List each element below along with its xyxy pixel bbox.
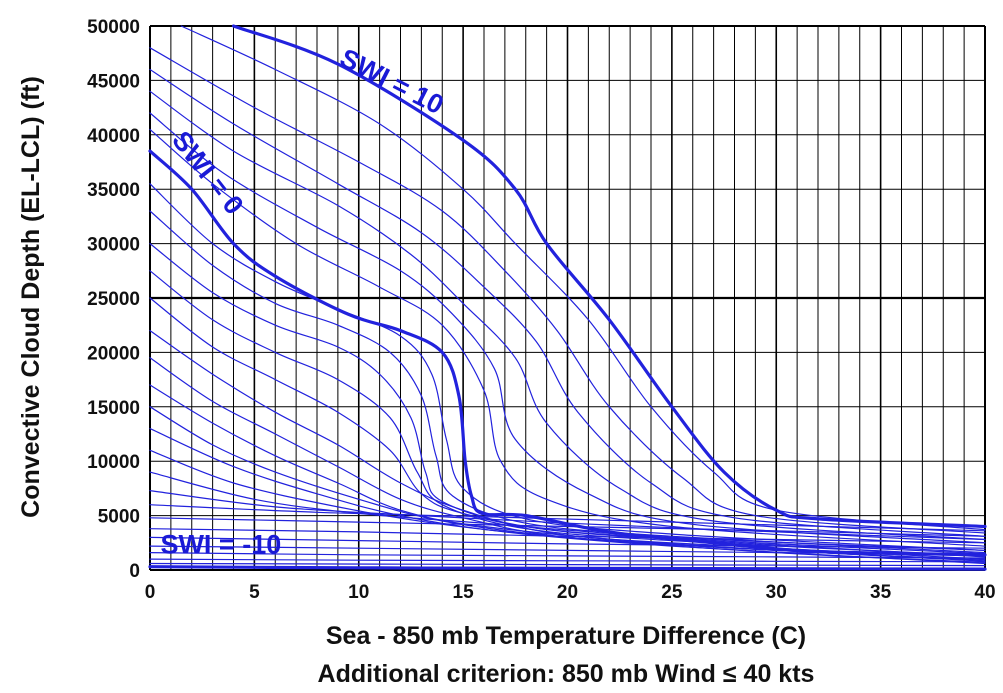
series-line: [149, 552, 986, 559]
series-line: [149, 47, 986, 534]
series-line: [149, 270, 986, 557]
y-axis-title: Convective Cloud Depth (EL-LCL) (ft): [17, 76, 45, 518]
x-tick-label: 40: [974, 582, 995, 603]
series-line: [149, 545, 986, 555]
series-line: [149, 449, 986, 561]
tick-labels: 0 5 10 15 20 25 30 35 40 0 5000 10000 15000 20000 2500…: [87, 17, 995, 603]
y-tick-label: 50000: [87, 17, 140, 38]
y-tick-label: 15000: [87, 398, 140, 419]
series-line: [149, 536, 986, 549]
series-line: [180, 25, 986, 531]
series-line: [149, 68, 986, 537]
y-tick-label: 20000: [87, 343, 140, 364]
x-tick-label: 0: [145, 582, 156, 603]
series-line: [149, 210, 986, 554]
series-line-bold: [231, 24, 987, 529]
grid: [149, 25, 986, 571]
series-line-bold: [148, 565, 987, 571]
series-line: [149, 517, 986, 537]
series-line: [149, 490, 986, 541]
y-tick-label: 40000: [87, 126, 140, 147]
x-tick-label: 5: [249, 582, 260, 603]
chart-subtitle: Additional criterion: 850 mb Wind ≤ 40 k…: [318, 660, 815, 688]
y-tick-label: 0: [129, 561, 140, 582]
series-line: [149, 90, 986, 541]
x-tick-label: 25: [661, 582, 683, 603]
x-tick-label: 35: [870, 582, 892, 603]
y-tick-label: 5000: [98, 507, 140, 528]
series-line: [149, 504, 986, 532]
y-tick-label: 10000: [87, 452, 140, 473]
swi-annotation: SWI = -10: [160, 530, 281, 560]
series-line: [149, 297, 986, 558]
series-line: [149, 528, 986, 544]
series-line: [149, 112, 986, 544]
series-line: [149, 183, 986, 551]
series-layer: [148, 24, 987, 571]
x-tick-label: 15: [453, 582, 475, 603]
y-tick-label: 30000: [87, 235, 140, 256]
y-tick-label: 25000: [87, 289, 140, 310]
swi-annotation: SWI = 0: [166, 125, 249, 220]
y-tick-label: 35000: [87, 180, 140, 201]
x-tick-label: 10: [348, 582, 369, 603]
series-line: [149, 562, 986, 567]
y-tick-label: 45000: [87, 71, 140, 92]
series-line: [149, 128, 986, 547]
series-line: [149, 558, 986, 563]
x-tick-label: 20: [557, 582, 578, 603]
series-line: [149, 471, 986, 551]
x-tick-label: 30: [766, 582, 787, 603]
series-line: [149, 330, 986, 560]
x-axis-title: Sea - 850 mb Temperature Difference (C): [326, 622, 806, 650]
